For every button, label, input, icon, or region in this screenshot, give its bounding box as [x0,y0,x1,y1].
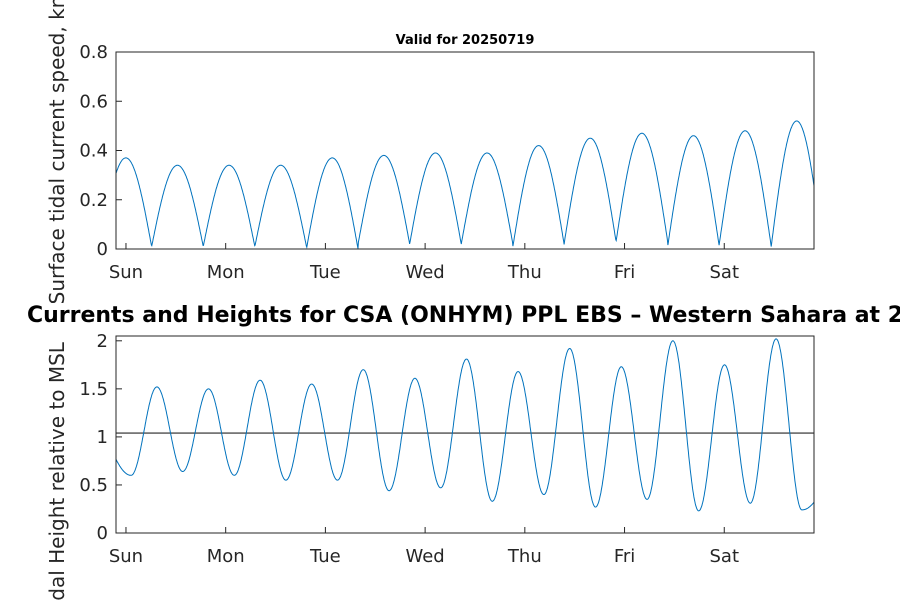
x-tick-label: Tue [309,262,341,283]
x-tick-label: Sat [709,546,739,567]
height-y-ticks: 0 0.5 1 1.5 2 [79,331,122,544]
x-tick-label: Thu [507,262,542,283]
current-y-label: Surface tidal current speed, kn [45,0,69,304]
current-speed-panel: Valid for 20250719 0 0.2 0.4 0.6 0.8 Sun Mon T… [45,0,815,304]
y-tick-label: 1.5 [79,379,108,400]
y-tick-label: 0.6 [79,91,108,112]
x-tick-label: Sun [109,262,143,283]
x-tick-label: Thu [507,546,542,567]
x-tick-label: Wed [405,262,444,283]
height-y-label: Tidal Height relative to MSL [45,341,69,600]
x-tick-label: Mon [207,262,245,283]
y-tick-label: 0.2 [79,190,108,211]
y-tick-label: 0 [97,523,108,544]
x-tick-label: Wed [405,546,444,567]
x-tick-label: Sun [109,546,143,567]
x-tick-label: Fri [614,546,635,567]
current-y-ticks: 0 0.2 0.4 0.6 0.8 [79,42,122,260]
y-tick-label: 0.8 [79,42,108,63]
current-panel-title: Valid for 20250719 [396,33,535,48]
current-x-ticks: Sun Mon Tue Wed Thu Fri Sat [109,243,739,283]
height-axes-box [115,335,815,534]
y-tick-label: 2 [97,331,108,352]
tidal-height-series-line [115,338,815,512]
height-x-ticks: Sun Mon Tue Wed Thu Fri Sat [109,527,739,567]
current-speed-series-line [115,120,815,250]
y-tick-label: 0.4 [79,141,108,162]
height-panel-title: Currents and Heights for CSA (ONHYM) PPL… [27,303,900,328]
x-tick-label: Mon [207,546,245,567]
y-tick-label: 1 [97,427,108,448]
x-tick-label: Fri [614,262,635,283]
tidal-height-panel: Currents and Heights for CSA (ONHYM) PPL… [27,303,900,600]
x-tick-label: Sat [709,262,739,283]
current-axes-box [115,51,815,250]
y-tick-label: 0.5 [79,475,108,496]
x-tick-label: Tue [309,546,341,567]
y-tick-label: 0 [97,239,108,260]
